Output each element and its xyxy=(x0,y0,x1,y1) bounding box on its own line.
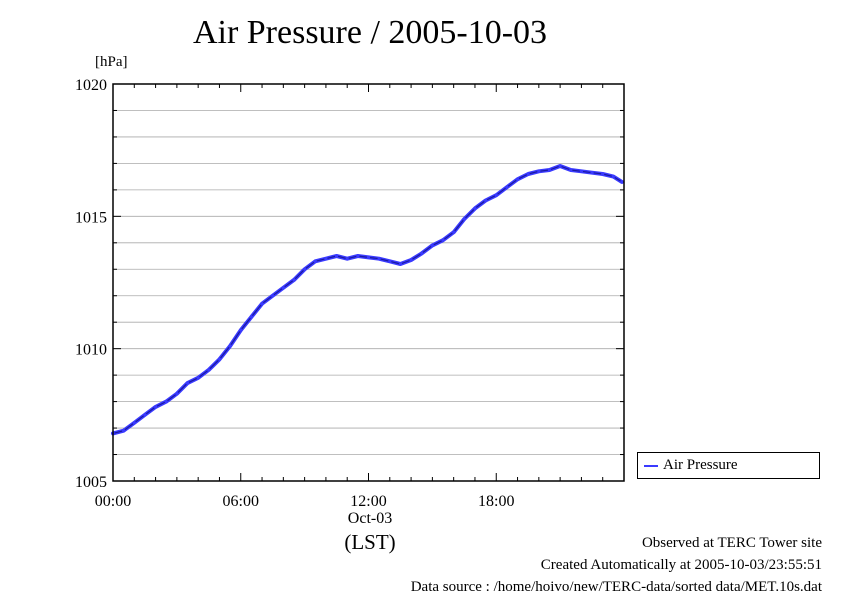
data-point xyxy=(143,413,147,417)
data-point xyxy=(334,254,339,258)
data-point xyxy=(239,328,243,332)
data-point xyxy=(271,294,275,298)
data-point xyxy=(452,230,456,234)
data-point xyxy=(196,376,200,380)
footer-observed-site: Observed at TERC Tower site xyxy=(641,535,822,551)
grid-lines xyxy=(113,110,624,455)
y-tick-label: 1005 xyxy=(75,474,107,491)
data-point xyxy=(398,262,403,266)
x-tick-label: 12:00 xyxy=(350,493,386,510)
data-point xyxy=(281,286,285,290)
data-point xyxy=(569,168,573,172)
data-point xyxy=(228,344,232,348)
data-point xyxy=(122,429,126,433)
data-point xyxy=(484,198,488,203)
data-point xyxy=(356,254,360,258)
data-point xyxy=(620,180,624,184)
data-point xyxy=(345,257,349,261)
y-tick-label: 1020 xyxy=(75,77,107,94)
y-tick-label: 1010 xyxy=(75,342,107,359)
x-axis-date-label: Oct-03 xyxy=(347,510,393,527)
x-tick-label: 06:00 xyxy=(223,493,259,510)
data-point xyxy=(409,258,413,262)
data-point xyxy=(313,259,317,263)
data-point xyxy=(377,257,381,261)
data-point xyxy=(388,259,392,263)
data-point xyxy=(441,238,445,242)
data-point xyxy=(473,206,477,210)
footer-created-time: Created Automatically at 2005-10-03/23:5… xyxy=(540,557,822,573)
series-line-core xyxy=(112,165,623,434)
data-point xyxy=(366,255,371,259)
x-axis-title: (LST) xyxy=(344,530,396,554)
data-point xyxy=(132,421,136,425)
legend: Air Pressure xyxy=(637,452,820,479)
chart-title: Air Pressure / 2005-10-03 xyxy=(192,14,548,51)
x-tick-label: 18:00 xyxy=(478,493,514,510)
plot-frame xyxy=(112,83,625,482)
data-point xyxy=(601,172,605,176)
axis-ticks: 1005 1010 1015 1020 00:00 06:00 12:00 18:00 xyxy=(75,77,625,510)
x-tick-label: 00:00 xyxy=(95,493,131,510)
data-point xyxy=(430,243,434,248)
data-point xyxy=(558,164,562,168)
data-point xyxy=(420,251,424,255)
data-point xyxy=(547,168,552,172)
data-point xyxy=(537,169,541,173)
data-point xyxy=(590,171,594,175)
data-point xyxy=(526,172,530,176)
data-point xyxy=(324,257,328,261)
footer-data-source: Data source : /home/hoivo/new/TERC-data/… xyxy=(410,579,822,595)
data-point xyxy=(249,315,253,319)
y-axis-unit-label: [hPa] xyxy=(95,54,128,70)
legend-label: Air Pressure xyxy=(663,457,738,473)
data-point xyxy=(462,217,466,221)
y-tick-label: 1015 xyxy=(75,209,107,226)
data-point xyxy=(153,405,158,409)
legend-swatch xyxy=(644,464,658,467)
data-point xyxy=(494,193,498,197)
data-point xyxy=(505,185,509,189)
series-line xyxy=(111,164,624,436)
data-point xyxy=(303,267,307,271)
data-point xyxy=(260,302,264,306)
data-point xyxy=(579,169,584,173)
data-point xyxy=(515,177,520,181)
series-layer xyxy=(111,164,624,436)
data-point xyxy=(217,357,222,361)
data-point xyxy=(175,392,179,396)
data-point xyxy=(164,400,168,404)
data-point xyxy=(292,278,296,282)
data-point xyxy=(207,368,211,372)
data-point xyxy=(185,381,190,385)
data-point xyxy=(611,175,615,179)
